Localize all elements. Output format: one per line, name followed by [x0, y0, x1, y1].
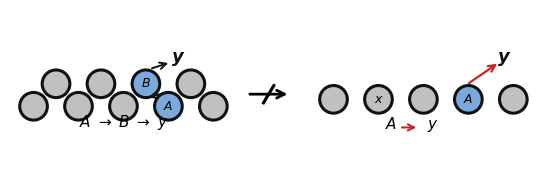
Circle shape [500, 86, 527, 113]
Circle shape [365, 86, 392, 113]
Circle shape [20, 92, 48, 120]
Circle shape [199, 92, 227, 120]
Circle shape [64, 92, 92, 120]
Circle shape [132, 70, 160, 98]
Circle shape [155, 92, 182, 120]
Circle shape [110, 92, 137, 120]
Text: A: A [385, 117, 396, 132]
Text: y: y [498, 48, 509, 66]
Text: B: B [141, 77, 150, 90]
Text: A $\rightarrow$ B $\rightarrow$ y: A $\rightarrow$ B $\rightarrow$ y [79, 113, 168, 132]
Circle shape [42, 70, 70, 98]
Text: y: y [172, 48, 184, 66]
Circle shape [410, 86, 437, 113]
Text: A: A [164, 100, 173, 113]
Text: x: x [375, 93, 382, 106]
Circle shape [177, 70, 205, 98]
Text: A: A [464, 93, 473, 106]
Circle shape [454, 86, 482, 113]
Circle shape [319, 86, 347, 113]
Circle shape [87, 70, 115, 98]
Text: y: y [428, 117, 437, 132]
